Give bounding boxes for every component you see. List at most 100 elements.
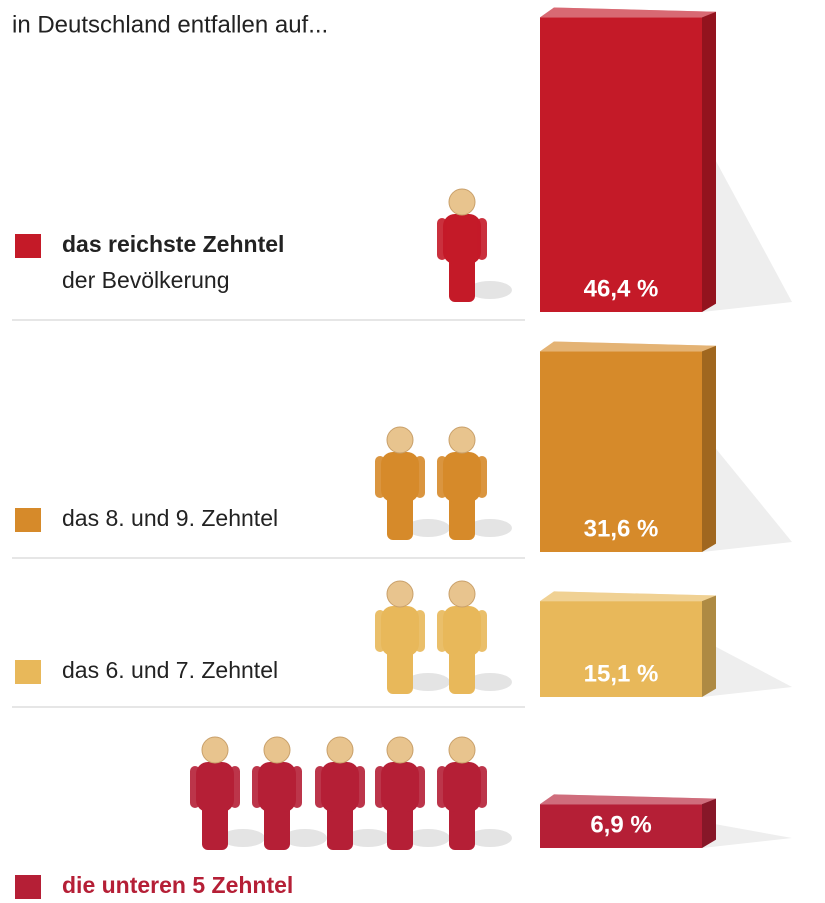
bar [540, 17, 702, 313]
bar [540, 804, 702, 848]
legend-swatch [15, 875, 41, 899]
person-icon [437, 736, 512, 850]
bar-shadow [702, 135, 792, 312]
person-arm [375, 456, 385, 498]
bar-top [540, 591, 716, 602]
bar-top [540, 794, 716, 805]
person-legs [202, 800, 228, 850]
person-legs [449, 252, 475, 302]
person-body [381, 762, 419, 812]
legend-swatch [15, 660, 41, 684]
person-shadow [468, 673, 512, 691]
person-arm [355, 766, 365, 808]
bar-top-light [540, 7, 716, 18]
person-shadow [468, 829, 512, 847]
person-arm [477, 456, 487, 498]
person-icon [252, 736, 327, 850]
person-arm [477, 218, 487, 260]
person-arm [415, 766, 425, 808]
person-icon [437, 426, 512, 540]
person-shadow [221, 829, 265, 847]
person-legs [327, 800, 353, 850]
person-legs [449, 490, 475, 540]
person-body [443, 214, 481, 264]
value-label: 46,4 % [584, 275, 659, 302]
person-arm [437, 218, 447, 260]
person-icon [375, 426, 450, 540]
person-head [386, 736, 414, 764]
person-arm [437, 610, 447, 652]
bar-top-light [540, 341, 716, 352]
person-arm [415, 456, 425, 498]
person-icon [437, 580, 512, 694]
person-icon [190, 736, 265, 850]
category-label: das 6. und 7. Zehntel [62, 657, 278, 683]
person-shadow [346, 829, 390, 847]
person-legs [264, 800, 290, 850]
bar-shadow [702, 821, 792, 848]
person-shadow [406, 673, 450, 691]
bar-shadow [702, 639, 792, 697]
legend-swatch [15, 508, 41, 532]
person-head [263, 736, 291, 764]
person-arm [375, 766, 385, 808]
person-head [448, 736, 476, 764]
person-shadow [283, 829, 327, 847]
bar-top [540, 7, 716, 18]
person-head [386, 580, 414, 608]
bar-side [702, 11, 716, 312]
person-body [443, 762, 481, 812]
person-head [201, 736, 229, 764]
bar-top [540, 341, 716, 352]
person-shadow [468, 519, 512, 537]
person-head [448, 188, 476, 216]
person-shadow [406, 829, 450, 847]
person-legs [449, 644, 475, 694]
person-body [381, 606, 419, 656]
legend-swatch [15, 234, 41, 258]
value-label: 15,1 % [584, 660, 659, 687]
person-body [443, 606, 481, 656]
value-label: 31,6 % [584, 515, 659, 542]
category-note: der Bevölkerung [62, 267, 230, 293]
person-arm [252, 766, 262, 808]
person-arm [477, 610, 487, 652]
person-head [326, 736, 354, 764]
category-label: das 8. und 9. Zehntel [62, 505, 278, 531]
category-label: das reichste Zehntel [62, 231, 284, 257]
person-legs [387, 644, 413, 694]
person-arm [190, 766, 200, 808]
value-label: 6,9 % [590, 811, 651, 838]
person-head [448, 580, 476, 608]
person-arm [292, 766, 302, 808]
person-body [258, 762, 296, 812]
person-head [386, 426, 414, 454]
person-arm [315, 766, 325, 808]
person-head [448, 426, 476, 454]
person-legs [387, 800, 413, 850]
person-legs [387, 490, 413, 540]
person-legs [449, 800, 475, 850]
person-arm [415, 610, 425, 652]
bar [540, 351, 702, 552]
bar-side-dark [702, 345, 716, 552]
bar-side-dark [702, 11, 716, 312]
person-arm [477, 766, 487, 808]
person-body [321, 762, 359, 812]
bar-top-light [540, 591, 716, 602]
bar-side-dark [702, 798, 716, 848]
person-icon [315, 736, 390, 850]
category-label: die unteren 5 Zehntel [62, 872, 293, 898]
bar-side [702, 798, 716, 848]
person-body [196, 762, 234, 812]
person-arm [437, 766, 447, 808]
person-shadow [406, 519, 450, 537]
bar-top-light [540, 794, 716, 805]
chart-title: in Deutschland entfallen auf... [12, 11, 328, 38]
bar-side [702, 595, 716, 697]
person-body [443, 452, 481, 502]
person-icon [375, 736, 450, 850]
person-body [381, 452, 419, 502]
person-shadow [468, 281, 512, 299]
